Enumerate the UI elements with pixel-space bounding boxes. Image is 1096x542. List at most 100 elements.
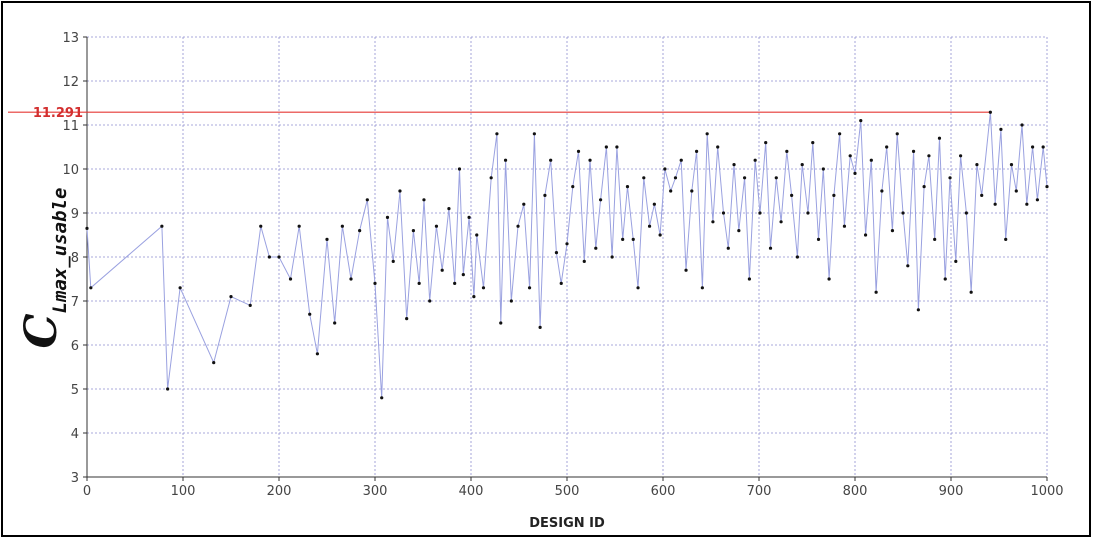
data-point bbox=[695, 149, 699, 153]
y-tick-label: 8 bbox=[71, 251, 79, 266]
data-point bbox=[964, 211, 968, 215]
y-tick-label: 7 bbox=[71, 295, 79, 310]
data-point bbox=[647, 224, 652, 228]
data-point bbox=[461, 273, 465, 277]
data-point bbox=[885, 145, 889, 149]
data-point bbox=[842, 224, 847, 228]
data-point bbox=[795, 255, 800, 259]
data-point bbox=[690, 189, 694, 193]
data-point bbox=[472, 295, 476, 299]
data-point bbox=[405, 317, 409, 321]
data-point bbox=[790, 193, 794, 197]
data-point bbox=[669, 189, 673, 193]
data-point bbox=[543, 193, 547, 197]
data-point bbox=[516, 224, 520, 228]
data-point bbox=[349, 277, 353, 281]
data-point bbox=[969, 290, 973, 294]
data-point bbox=[679, 158, 683, 162]
data-point bbox=[721, 211, 726, 215]
data-point bbox=[800, 163, 804, 167]
data-point bbox=[774, 176, 778, 180]
data-point bbox=[166, 387, 170, 391]
data-point bbox=[743, 176, 747, 180]
data-point bbox=[315, 352, 319, 356]
data-point bbox=[571, 185, 575, 189]
data-point bbox=[588, 158, 592, 162]
data-point bbox=[785, 149, 789, 153]
data-point bbox=[527, 286, 532, 290]
data-point bbox=[758, 211, 762, 215]
data-point bbox=[975, 163, 979, 167]
data-point bbox=[853, 171, 857, 175]
data-point bbox=[927, 154, 931, 158]
data-point bbox=[440, 268, 444, 272]
data-point bbox=[779, 220, 783, 224]
data-point bbox=[890, 229, 895, 233]
data-point bbox=[297, 224, 301, 228]
data-point bbox=[1020, 123, 1024, 127]
y-axis-label-main: C bbox=[16, 313, 67, 348]
y-tick-label: 9 bbox=[71, 207, 79, 222]
data-point bbox=[901, 211, 905, 215]
data-point bbox=[259, 224, 263, 228]
data-point bbox=[988, 110, 992, 114]
x-tick-label: 900 bbox=[939, 484, 964, 499]
data-point bbox=[906, 264, 910, 268]
data-point bbox=[398, 189, 402, 193]
data-point bbox=[475, 233, 479, 237]
x-tick-label: 1000 bbox=[1030, 484, 1063, 499]
data-point bbox=[732, 163, 736, 167]
data-point bbox=[385, 215, 390, 219]
data-point bbox=[874, 290, 878, 294]
data-point bbox=[631, 237, 635, 241]
y-tick-label: 3 bbox=[71, 471, 79, 486]
data-point bbox=[582, 259, 586, 263]
data-point bbox=[554, 251, 559, 255]
data-point bbox=[848, 154, 852, 158]
data-point bbox=[457, 167, 462, 171]
data-point bbox=[565, 242, 569, 246]
data-point bbox=[933, 237, 937, 241]
x-tick-label: 600 bbox=[651, 484, 676, 499]
data-point bbox=[1004, 237, 1008, 241]
data-point bbox=[869, 158, 873, 162]
data-point bbox=[325, 237, 329, 241]
data-point bbox=[700, 286, 704, 290]
data-point bbox=[726, 246, 730, 250]
x-axis-label: DESIGN ID bbox=[529, 516, 605, 531]
data-point bbox=[621, 237, 625, 241]
data-point bbox=[434, 224, 439, 228]
data-point bbox=[658, 233, 662, 237]
data-point bbox=[509, 299, 513, 303]
data-point bbox=[1025, 202, 1029, 206]
data-point bbox=[1014, 189, 1018, 193]
data-point bbox=[599, 198, 603, 202]
data-point bbox=[747, 277, 752, 281]
data-point bbox=[495, 132, 499, 136]
x-tick-label: 0 bbox=[83, 484, 91, 499]
reference-line-label: 11.291 bbox=[33, 106, 83, 121]
data-point bbox=[489, 176, 493, 180]
data-point bbox=[811, 141, 815, 145]
data-point bbox=[267, 255, 271, 259]
data-point bbox=[212, 361, 216, 365]
data-point bbox=[716, 145, 720, 149]
data-point bbox=[999, 127, 1003, 131]
data-point bbox=[422, 198, 426, 202]
data-point bbox=[576, 149, 581, 153]
x-tick-label: 300 bbox=[363, 484, 388, 499]
data-point bbox=[89, 286, 93, 290]
data-point bbox=[522, 202, 526, 206]
y-axis-label-subscript: Lmax_usable bbox=[49, 188, 71, 314]
data-point bbox=[922, 185, 926, 189]
data-point bbox=[948, 176, 952, 180]
data-point bbox=[652, 202, 656, 206]
data-point bbox=[503, 158, 508, 162]
data-point bbox=[911, 149, 916, 153]
data-point bbox=[737, 229, 741, 233]
data-point bbox=[916, 308, 920, 312]
x-axis-ticks: 0 100 200 300 400 500 600 700 800 900 1000 bbox=[83, 477, 1064, 499]
data-point bbox=[753, 158, 757, 162]
data-point bbox=[391, 259, 395, 263]
